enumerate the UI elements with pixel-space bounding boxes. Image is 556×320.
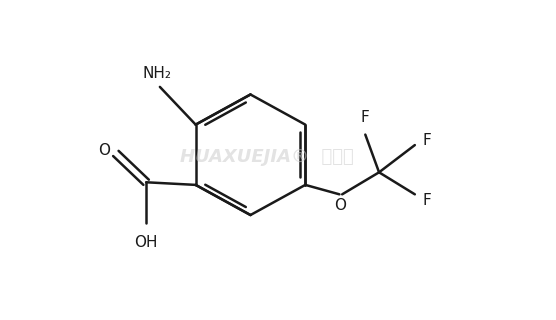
Text: O: O (335, 198, 346, 213)
Text: NH₂: NH₂ (143, 66, 172, 81)
Text: F: F (423, 193, 431, 208)
Text: F: F (423, 133, 431, 148)
Text: O: O (98, 143, 110, 158)
Text: OH: OH (135, 235, 158, 250)
Text: F: F (361, 110, 370, 125)
Text: HUAXUEJIA®  化学加: HUAXUEJIA® 化学加 (180, 148, 354, 166)
